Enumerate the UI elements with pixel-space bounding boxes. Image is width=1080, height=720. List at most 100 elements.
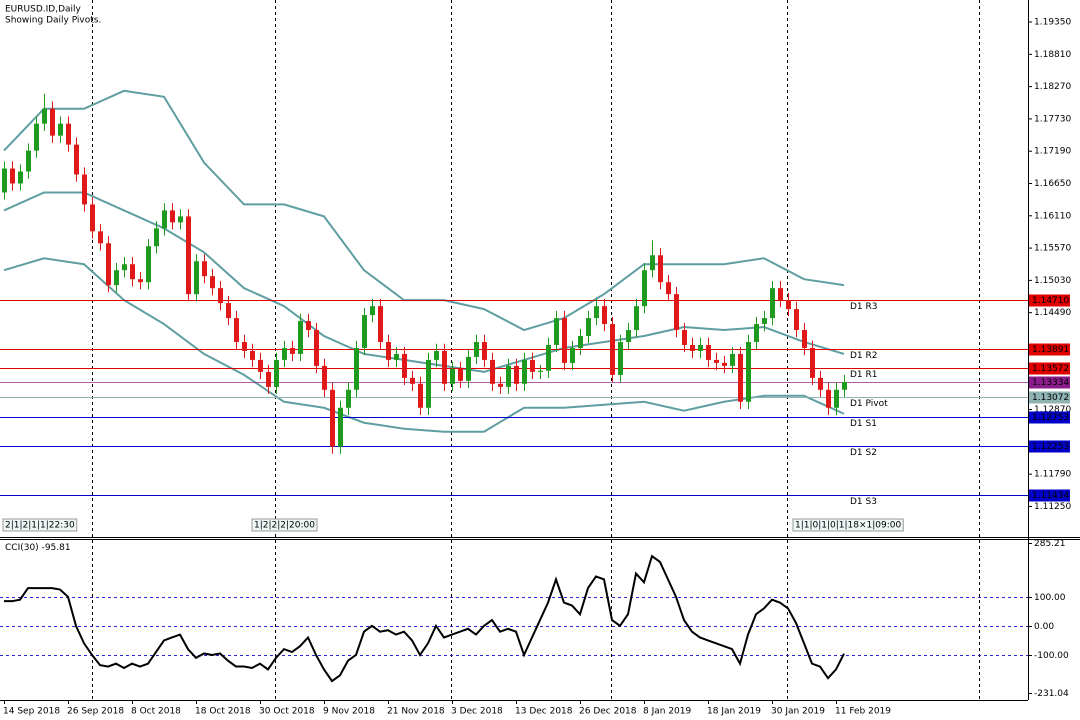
pivot-price-box: [1029, 294, 1070, 307]
x-tick-label: 21 Nov 2018: [387, 707, 445, 717]
candle-body: [106, 243, 111, 286]
candle-body: [26, 150, 31, 172]
y-tick-label: -231.04: [1034, 689, 1069, 699]
indicator-value: -95.81: [42, 543, 71, 553]
current-price-box: [1029, 376, 1070, 389]
y-tick-label: 0.00: [1034, 622, 1054, 632]
candle-body: [498, 383, 503, 387]
candle-body: [610, 324, 615, 375]
candle-body: [154, 228, 159, 247]
pivot-price-label: 1.12753: [1032, 413, 1069, 423]
candle-body: [754, 324, 759, 342]
candle-body: [226, 303, 231, 319]
candle-body: [266, 371, 271, 387]
price-panel: 1.19350 1.18810 1.18270 1.17730 1.17190 1.166…: [0, 18, 1071, 717]
y-tick-label: -100.00: [1034, 651, 1069, 661]
y-tick-label: 1.15030: [1034, 276, 1071, 286]
candle-body: [666, 282, 671, 295]
time-annotation-box: [251, 518, 318, 532]
candle-body: [698, 344, 703, 351]
candle-body: [210, 276, 215, 289]
x-tick-label: 26 Dec 2018: [579, 707, 637, 717]
y-tick-label: 1.11790: [1034, 470, 1071, 480]
x-tick-label: 18 Oct 2018: [195, 707, 251, 717]
candle-body: [738, 353, 743, 402]
candle-body: [650, 255, 655, 271]
candle-body: [618, 341, 623, 375]
candle-body: [474, 341, 479, 357]
candle-body: [722, 362, 727, 366]
x-tick-label: 8 Jan 2019: [643, 707, 691, 717]
pivot-price-label: 1.14710: [1032, 296, 1069, 306]
candle-body: [426, 359, 431, 408]
candle-body: [546, 344, 551, 371]
candle-body: [42, 108, 47, 124]
candle-body: [418, 383, 423, 408]
candle-body: [466, 356, 471, 381]
candle-body: [842, 382, 847, 390]
candle-body: [674, 294, 679, 331]
x-tick-label: 13 Dec 2018: [515, 707, 573, 717]
candle-body: [730, 353, 735, 366]
x-tick-label: 18 Jan 2019: [707, 707, 761, 717]
candle-body: [170, 210, 175, 223]
pivot-price-label: 1.13072: [1032, 393, 1069, 403]
x-tick-label: 30 Oct 2018: [259, 707, 315, 717]
x-tick-label: 9 Nov 2018: [323, 707, 375, 717]
candle-body: [402, 353, 407, 378]
y-tick-label: 1.18810: [1034, 50, 1071, 60]
candle-body: [290, 347, 295, 354]
candle-body: [450, 368, 455, 384]
candle-body: [250, 350, 255, 360]
candle-body: [778, 288, 783, 301]
candle-body: [50, 108, 55, 136]
time-annotation: 1|2|2|2|20:00: [254, 521, 315, 531]
candle-body: [458, 368, 463, 381]
pivot-price-box: [1029, 391, 1070, 404]
candle-body: [570, 347, 575, 363]
candle-body: [122, 264, 127, 271]
y-tick-label: 1.17190: [1034, 147, 1071, 157]
pivot-label: D1 R2: [850, 351, 878, 361]
candle-body: [138, 279, 143, 283]
pivot-price-label: 1.13891: [1032, 345, 1069, 355]
candle-body: [626, 330, 631, 342]
candle-body: [746, 341, 751, 402]
pivot-label: D1 R3: [850, 302, 878, 312]
y-tick-label: 1.12870: [1034, 405, 1071, 415]
pivot-price-label: 1.11434: [1032, 491, 1069, 501]
y-tick-label: 1.19350: [1034, 18, 1071, 28]
candle-body: [378, 306, 383, 342]
candle-body: [586, 318, 591, 337]
candle-body: [442, 350, 447, 384]
candle-body: [490, 359, 495, 384]
candle-body: [794, 309, 799, 331]
candle-body: [714, 359, 719, 363]
candle-body: [234, 318, 239, 342]
y-tick-label: 1.18270: [1034, 82, 1071, 92]
time-annotation-box: [792, 518, 904, 532]
pivot-price-box: [1029, 411, 1070, 424]
candle-body: [314, 330, 319, 366]
candle-body: [282, 347, 287, 360]
y-tick-label: 1.15570: [1034, 244, 1071, 254]
candle-body: [338, 407, 343, 447]
y-tick-label: 285.21: [1034, 539, 1066, 549]
x-tick-label: 3 Dec 2018: [451, 707, 503, 717]
y-tick-label: 1.11250: [1034, 502, 1071, 512]
candle-body: [514, 365, 519, 384]
y-tick-label: 1.14490: [1034, 308, 1071, 318]
y-tick-label: 1.16110: [1034, 211, 1071, 221]
bollinger-middle: [3, 191, 845, 373]
candle-body: [810, 347, 815, 378]
candle-body: [538, 370, 543, 372]
pivot-price-box: [1029, 489, 1070, 502]
candle-body: [434, 350, 439, 360]
candle-body: [578, 336, 583, 348]
candle-body: [602, 306, 607, 325]
pivot-price-box: [1029, 362, 1070, 375]
candle-body: [682, 330, 687, 345]
time-annotation: 1|1|0|1|0|1|18×1|09:00: [795, 521, 902, 531]
x-tick-label: 26 Sep 2018: [67, 707, 124, 717]
